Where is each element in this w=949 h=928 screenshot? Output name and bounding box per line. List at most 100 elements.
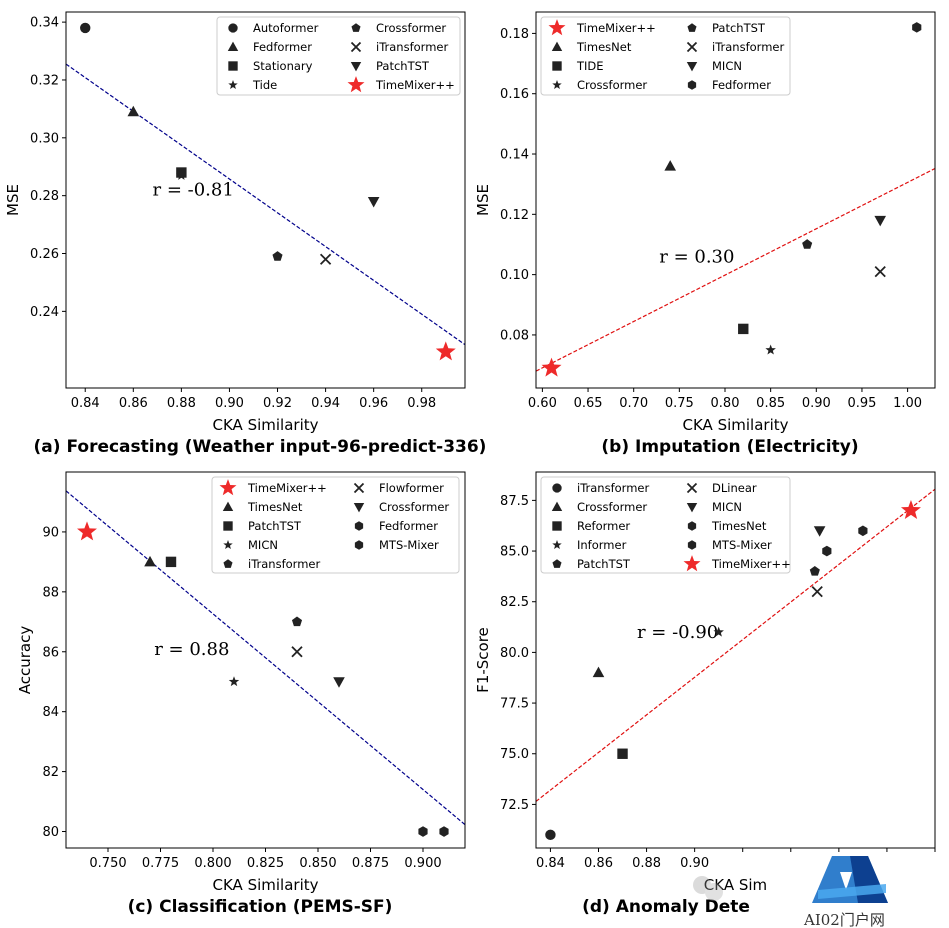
x-tick-label: 0.84 [71,396,100,411]
y-tick-label: 87.5 [500,494,529,509]
point-itransformer [319,253,332,265]
x-tick-label: 0.70 [619,396,648,411]
legend-label-mts-mixer: MTS-Mixer [379,538,439,552]
y-tick-label: 0.32 [30,73,59,88]
chart-panel-4: 0.84 0.86 0.88 0.90 72.5 75.0 77.5 80.0 82.5 85.0… [474,471,936,917]
point-crossformer [272,251,283,261]
legend: TimeMixer++ TimesNet TIDE Crossformer PatchT… [540,16,791,96]
legend-marker-micn [686,61,698,72]
x-tick-label: 0.92 [263,396,292,411]
legend-marker-itransformer [350,41,362,53]
legend-marker-crossformer [552,80,562,90]
legend-label-patchtst: PatchTST [577,557,631,571]
legend-label-patchtst: PatchTST [712,21,766,35]
legend-box [540,16,791,96]
legend-marker-crossformer [351,23,361,32]
y-tick-label: 86 [42,645,59,660]
legend-label-patchtst: PatchTST [376,59,430,73]
point-fedformer [418,826,428,837]
point-tide [176,169,187,180]
x-axis-label: CKA Similarity [213,416,319,434]
legend-label-itransformer: iTransformer [712,40,784,54]
x-tick-label: 0.65 [574,396,603,411]
trend-line [536,488,935,802]
legend-label-fedformer: Fedformer [712,78,771,92]
trend-line [66,490,465,826]
legend-label-patchtst: PatchTST [248,519,302,533]
legend-label-tide: Tide [252,78,277,92]
watermark-text: AI02门户网 [803,911,885,928]
chart-panel-1: 0.84 0.86 0.88 0.90 0.92 0.94 0.96 0.98 0.24 0.26… [4,11,486,457]
legend-label-crossformer: Crossformer [379,500,449,514]
point-itransformer [291,616,303,627]
legend-marker-micn [686,502,698,513]
panel-caption: (c) Classification (PEMS-SF) [128,897,393,917]
x-tick-label: 0.86 [584,856,613,871]
point-itransformer [545,829,556,841]
y-tick-label: 82 [42,765,59,780]
legend-marker-timemixerplusplus [219,479,237,496]
legend-label-timemixerplusplus: TimeMixer++ [375,78,455,92]
plot-frame [535,11,936,389]
legend-label-fedformer: Fedformer [253,40,312,54]
y-tick-label: 90 [42,525,59,540]
trend-line [66,63,465,346]
x-tick-label: 0.75 [665,396,694,411]
legend-label-timemixerplusplus: TimeMixer++ [247,481,327,495]
x-tick-label: 0.90 [215,396,244,411]
point-micn [813,526,826,537]
legend-label-itransformer: iTransformer [248,557,320,571]
y-tick-label: 80 [42,825,59,840]
legend-marker-autoformer [228,23,238,33]
y-tick-label: 0.14 [500,148,529,163]
y-tick-label: 0.08 [500,328,529,343]
point-micn [228,676,240,687]
point-itransformer [874,265,886,278]
legend-label-itransformer: iTransformer [376,40,448,54]
point-timemixerplusplus [541,357,562,377]
chart-panel-2: 0.60 0.65 0.70 0.75 0.80 0.85 0.90 0.95 1.00 0.08… [474,11,936,457]
legend-box [540,476,791,574]
legend-marker-itransformer [686,41,698,53]
correlation-label: r = -0.81 [153,180,234,201]
legend-marker-fedformer [687,80,697,90]
point-flowformer [291,646,303,658]
x-tick-label: 0.80 [711,396,740,411]
legend-marker-micn [223,540,233,550]
y-axis-label: MSE [4,184,22,216]
legend-marker-stationary [228,61,238,71]
legend-box [216,16,461,96]
panel-caption: (b) Imputation (Electricity) [601,437,858,457]
point-patchtst [809,566,820,576]
legend-label-crossformer: Crossformer [577,78,647,92]
legend-label-stationary: Stationary [253,59,313,73]
point-mts-mixer [439,826,449,837]
legend-marker-timemixerplusplus [347,76,365,93]
legend-marker-reformer [552,521,562,531]
y-tick-label: 0.16 [500,87,529,102]
legend-marker-mts-mixer [687,540,697,550]
legend-label-timesnet: TimesNet [711,519,767,533]
point-timemixerplusplus [77,521,97,541]
point-crossformer [333,677,345,688]
watermark-faint-icon [693,876,723,901]
legend-label-micn: MICN [712,59,742,73]
point-mts-mixer [822,545,832,557]
y-tick-label: 0.18 [500,27,529,42]
x-tick-label: 0.88 [632,856,661,871]
point-patchtst [165,556,177,568]
legend-marker-mts-mixer [354,540,364,550]
legend-marker-itransformer [223,559,233,568]
x-tick-label: 0.900 [404,856,441,871]
y-tick-label: 82.5 [500,595,529,610]
legend-label-crossformer: Crossformer [376,21,446,35]
y-axis-label: F1-Score [474,627,492,693]
x-axis-label: CKA Similarity [683,416,789,434]
y-tick-label: 0.30 [30,131,59,146]
correlation-label: r = 0.88 [154,639,229,660]
x-tick-label: 0.88 [167,396,196,411]
y-tick-label: 0.12 [500,208,529,223]
x-tick-label: 0.775 [142,856,179,871]
point-patchtst [367,196,380,208]
point-tide [738,323,749,335]
